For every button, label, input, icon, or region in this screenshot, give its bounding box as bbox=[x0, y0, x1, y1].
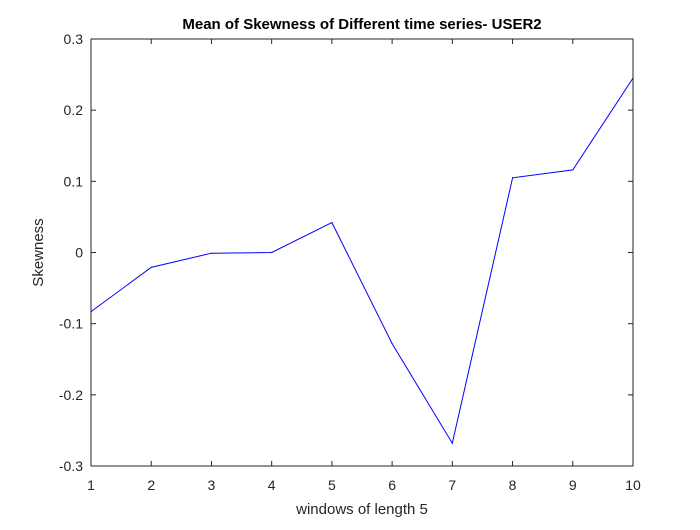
y-tick-label: 0.3 bbox=[64, 31, 84, 47]
x-tick-label: 9 bbox=[569, 477, 577, 493]
y-tick-label: -0.3 bbox=[59, 458, 83, 474]
y-axis-label: Skewness bbox=[30, 218, 47, 286]
x-tick-label: 3 bbox=[208, 477, 216, 493]
x-tick-label: 2 bbox=[147, 477, 155, 493]
x-tick-label: 6 bbox=[388, 477, 396, 493]
chart-title: Mean of Skewness of Different time serie… bbox=[182, 16, 541, 33]
x-tick-label: 7 bbox=[448, 477, 456, 493]
x-axis-label: windows of length 5 bbox=[295, 501, 428, 518]
data-point bbox=[391, 342, 393, 345]
data-point bbox=[271, 251, 273, 254]
plot-frame bbox=[90, 38, 634, 467]
data-point bbox=[451, 442, 453, 444]
data-point bbox=[331, 222, 333, 224]
x-tick-label: 8 bbox=[509, 477, 517, 493]
data-point bbox=[572, 169, 574, 171]
data-point bbox=[150, 266, 152, 269]
x-tick-label: 1 bbox=[87, 477, 95, 493]
x-tick-label: 4 bbox=[268, 477, 276, 493]
y-tick-label: -0.2 bbox=[59, 387, 83, 403]
x-tick-label: 10 bbox=[625, 477, 641, 493]
data-point bbox=[511, 177, 514, 179]
y-tick-label: 0.1 bbox=[64, 173, 84, 189]
data-point bbox=[210, 252, 213, 254]
y-tick-label: -0.1 bbox=[59, 316, 83, 332]
tick-labels: 1 2 3 4 5 6 7 8 9 10 -0.3 -0.2 -0.1 0 0.1 0.2 0.3 bbox=[59, 31, 641, 493]
y-tick-label: 0 bbox=[75, 245, 83, 261]
plot-area bbox=[91, 39, 633, 466]
y-tick-label: 0.2 bbox=[64, 102, 84, 118]
x-tick-label: 5 bbox=[328, 477, 336, 493]
series-line bbox=[90, 77, 634, 445]
